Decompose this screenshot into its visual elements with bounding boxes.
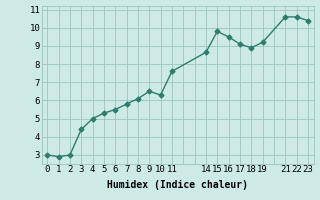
X-axis label: Humidex (Indice chaleur): Humidex (Indice chaleur) <box>107 180 248 190</box>
